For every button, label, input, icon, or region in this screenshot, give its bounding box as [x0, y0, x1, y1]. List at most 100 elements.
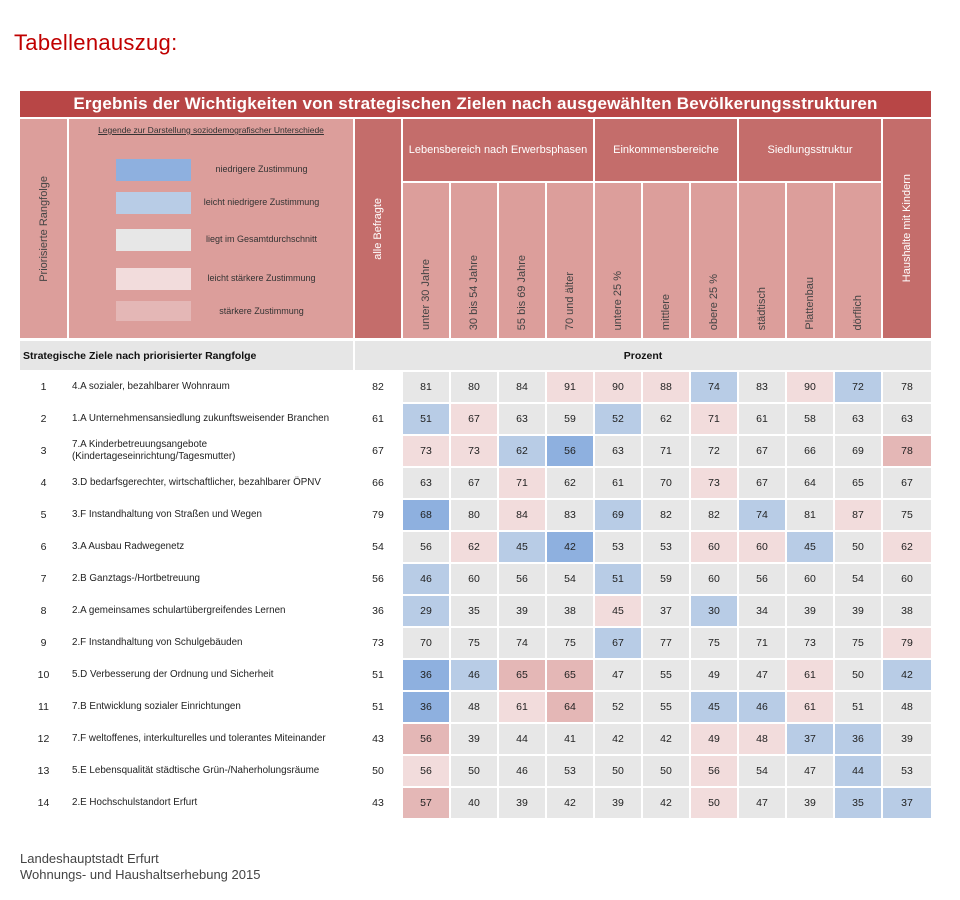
value-cell: 50	[691, 788, 737, 818]
value-cell: 65	[835, 468, 881, 498]
value-cell: 36	[403, 660, 449, 690]
value-cell: 42	[643, 788, 689, 818]
value-cell: 39	[451, 724, 497, 754]
value-cell: 37	[643, 596, 689, 626]
value-cell: 75	[547, 628, 593, 658]
rank-cell: 13	[20, 756, 67, 786]
value-cell: 48	[883, 692, 931, 722]
column-header: Plattenbau	[787, 183, 833, 338]
legend-title: Legende zur Darstellung soziodemografisc…	[98, 125, 324, 135]
value-cell: 60	[883, 564, 931, 594]
value-cell: 39	[499, 788, 545, 818]
value-cell: 39	[883, 724, 931, 754]
value-cell: 56	[739, 564, 785, 594]
value-cell: 63	[595, 436, 641, 466]
rank-cell: 10	[20, 660, 67, 690]
legend-swatch	[116, 159, 191, 181]
goal-cell: 7.B Entwicklung sozialer Einrichtungen	[69, 692, 353, 722]
group-header: Einkommensbereiche	[595, 119, 737, 181]
value-cell: 56	[403, 532, 449, 562]
value-cell: 42	[643, 724, 689, 754]
goal-cell: 3.F Instandhaltung von Straßen und Wegen	[69, 500, 353, 530]
value-cell: 63	[835, 404, 881, 434]
value-cell: 37	[787, 724, 833, 754]
legend-label: leicht stärkere Zustimmung	[207, 273, 316, 283]
value-cell: 75	[451, 628, 497, 658]
value-cell: 45	[691, 692, 737, 722]
value-cell: 71	[739, 628, 785, 658]
rank-column-header: Priorisierte Rangfolge	[20, 119, 67, 338]
value-cell: 46	[499, 756, 545, 786]
value-cell: 55	[643, 660, 689, 690]
value-cell: 42	[547, 788, 593, 818]
value-cell: 65	[499, 660, 545, 690]
group-header: Siedlungsstruktur	[739, 119, 881, 181]
value-cell: 73	[403, 436, 449, 466]
column-header: 70 und älter	[547, 183, 593, 338]
value-cell: 50	[643, 756, 689, 786]
value-cell: 50	[835, 532, 881, 562]
footer-city: Landeshauptstadt Erfurt	[20, 851, 159, 866]
goal-cell: 2.A gemeinsames schulartübergreifendes L…	[69, 596, 353, 626]
value-cell: 74	[739, 500, 785, 530]
column-header-label: 55 bis 69 Jahre	[516, 254, 528, 330]
value-cell: 49	[691, 660, 737, 690]
legend-label: stärkere Zustimmung	[219, 306, 304, 316]
goal-cell: 5.D Verbesserung der Ordnung und Sicherh…	[69, 660, 353, 690]
rank-cell: 7	[20, 564, 67, 594]
value-cell: 40	[451, 788, 497, 818]
value-cell: 56	[499, 564, 545, 594]
value-cell: 67	[883, 468, 931, 498]
rank-cell: 9	[20, 628, 67, 658]
column-header: unter 30 Jahre	[403, 183, 449, 338]
value-cell: 82	[355, 372, 401, 402]
value-cell: 53	[643, 532, 689, 562]
value-cell: 47	[739, 660, 785, 690]
value-cell: 45	[499, 532, 545, 562]
legend-panel: Legende zur Darstellung soziodemografisc…	[69, 119, 353, 338]
value-cell: 41	[547, 724, 593, 754]
rank-cell: 12	[20, 724, 67, 754]
value-cell: 53	[547, 756, 593, 786]
value-cell: 90	[595, 372, 641, 402]
value-cell: 78	[883, 372, 931, 402]
value-cell: 62	[499, 436, 545, 466]
value-cell: 51	[355, 692, 401, 722]
value-cell: 73	[355, 628, 401, 658]
value-cell: 71	[643, 436, 689, 466]
value-cell: 51	[355, 660, 401, 690]
value-cell: 61	[499, 692, 545, 722]
value-cell: 67	[451, 468, 497, 498]
value-cell: 54	[355, 532, 401, 562]
value-cell: 57	[403, 788, 449, 818]
value-cell: 67	[739, 436, 785, 466]
value-cell: 79	[883, 628, 931, 658]
value-cell: 62	[547, 468, 593, 498]
value-cell: 39	[787, 596, 833, 626]
value-cell: 91	[547, 372, 593, 402]
value-cell: 88	[643, 372, 689, 402]
value-cell: 54	[835, 564, 881, 594]
value-cell: 46	[451, 660, 497, 690]
value-cell: 50	[835, 660, 881, 690]
value-cell: 43	[355, 724, 401, 754]
column-header: 30 bis 54 Jahre	[451, 183, 497, 338]
value-cell: 56	[355, 564, 401, 594]
value-cell: 55	[643, 692, 689, 722]
value-cell: 45	[787, 532, 833, 562]
value-cell: 63	[499, 404, 545, 434]
column-header-label: mittlere	[660, 293, 672, 330]
column-header-label: alle Befragte	[372, 197, 384, 260]
value-cell: 67	[739, 468, 785, 498]
value-cell: 39	[787, 788, 833, 818]
value-cell: 47	[787, 756, 833, 786]
value-cell: 79	[355, 500, 401, 530]
value-cell: 66	[355, 468, 401, 498]
value-cell: 61	[787, 660, 833, 690]
value-cell: 50	[355, 756, 401, 786]
goal-cell: 7.A Kinderbetreuungsangebote (Kindertage…	[69, 436, 353, 466]
value-cell: 72	[691, 436, 737, 466]
rank-cell: 8	[20, 596, 67, 626]
value-cell: 64	[547, 692, 593, 722]
value-cell: 60	[787, 564, 833, 594]
